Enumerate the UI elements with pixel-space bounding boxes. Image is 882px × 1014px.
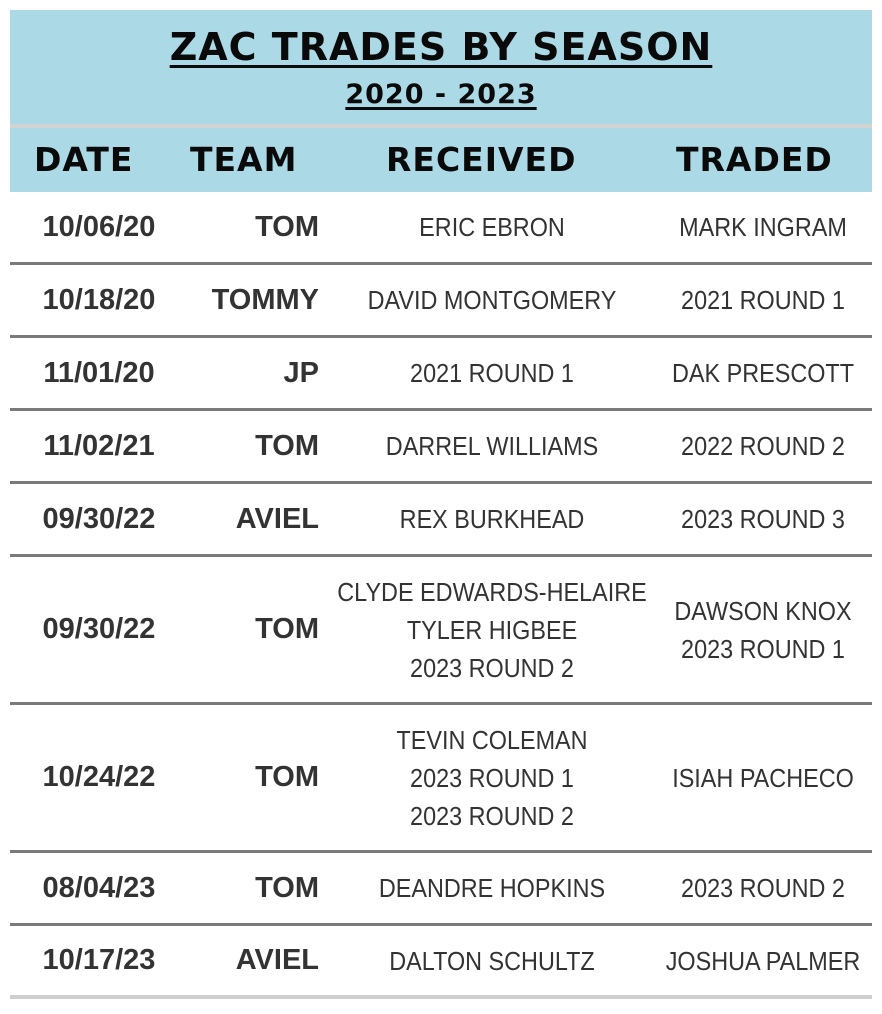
received-item: 2023 ROUND 2 (410, 800, 574, 831)
table-row: 08/04/23 TOM DEANDRE HOPKINS 2023 ROUND 2 (10, 853, 872, 926)
traded-cell: 2021 ROUND 1 (665, 265, 861, 335)
table-row: 10/17/23 AVIEL DALTON SCHULTZ JOSHUA PALMER (10, 926, 872, 999)
table-row: 10/06/20 TOM ERIC EBRON MARK INGRAM (10, 192, 872, 265)
trade-date: 09/30/22 (42, 613, 156, 645)
traded-cell: ISIAH PACHECO (665, 705, 861, 850)
received-cell: DALTON SCHULTZ (346, 926, 638, 995)
table-row: 10/18/20 TOMMY DAVID MONTGOMERY 2021 ROUND … (10, 265, 872, 338)
traded-item: 2023 ROUND 1 (681, 633, 845, 664)
column-header-traded: TRADED (676, 140, 833, 179)
traded-item: DAWSON KNOX (674, 595, 852, 626)
traded-item: 2023 ROUND 2 (681, 873, 845, 903)
traded-cell: 2023 ROUND 3 (665, 484, 861, 554)
trade-team: AVIEL (235, 502, 319, 535)
table-body: 10/06/20 TOM ERIC EBRON MARK INGRAM 10/18/20… (10, 192, 872, 999)
received-cell: DAVID MONTGOMERY (346, 265, 638, 335)
traded-cell: MARK INGRAM (665, 192, 861, 262)
table-row: 11/02/21 TOM DARREL WILLIAMS 2022 ROUND 2 (10, 411, 872, 484)
received-cell: ERIC EBRON (346, 192, 638, 262)
trade-date: 10/24/22 (42, 761, 156, 793)
trade-date: 11/01/20 (43, 356, 155, 389)
table-row: 09/30/22 TOM CLYDE EDWARDS-HELAIRE TYLER HI… (10, 557, 872, 705)
received-item: REX BURKHEAD (399, 504, 585, 534)
received-item: TYLER HIGBEE (406, 614, 578, 645)
trade-date: 08/04/23 (42, 871, 156, 904)
trade-team: TOM (255, 871, 319, 904)
received-item: DARREL WILLIAMS (385, 431, 599, 461)
trade-date: 11/02/21 (43, 429, 155, 462)
trade-team: TOM (255, 429, 319, 462)
table-row: 10/24/22 TOM TEVIN COLEMAN 2023 ROUND 1 2023… (10, 705, 872, 853)
trade-team: TOM (255, 613, 319, 645)
trade-team: AVIEL (235, 944, 319, 976)
received-cell: CLYDE EDWARDS-HELAIRE TYLER HIGBEE 2023 RO… (337, 557, 646, 702)
column-header-date: DATE (34, 140, 134, 179)
trade-date: 10/06/20 (42, 210, 156, 243)
trades-table: ZAC TRADES BY SEASON 2020 - 2023 DATE TE… (10, 10, 872, 999)
received-cell: TEVIN COLEMAN 2023 ROUND 1 2023 ROUND 2 (346, 705, 638, 850)
received-item: TEVIN COLEMAN (396, 724, 588, 755)
column-header-received: RECEIVED (386, 140, 577, 179)
trade-date: 10/17/23 (42, 944, 156, 976)
table-row: 11/01/20 JP 2021 ROUND 1 DAK PRESCOTT (10, 338, 872, 411)
traded-item: 2023 ROUND 3 (681, 504, 845, 534)
received-cell: DARREL WILLIAMS (346, 411, 638, 481)
received-cell: 2021 ROUND 1 (346, 338, 638, 408)
traded-item: JOSHUA PALMER (665, 945, 861, 976)
trade-date: 09/30/22 (42, 502, 156, 535)
traded-cell: 2023 ROUND 2 (665, 853, 861, 923)
traded-cell: 2022 ROUND 2 (665, 411, 861, 481)
received-item: DEANDRE HOPKINS (378, 873, 606, 903)
received-cell: DEANDRE HOPKINS (346, 853, 638, 923)
page-title: ZAC TRADES BY SEASON (169, 25, 713, 69)
traded-item: ISIAH PACHECO (672, 762, 854, 793)
table-header: ZAC TRADES BY SEASON 2020 - 2023 (10, 10, 872, 124)
traded-item: MARK INGRAM (679, 212, 847, 242)
received-item: 2023 ROUND 1 (410, 762, 574, 793)
header-divider (10, 124, 872, 128)
received-item: DAVID MONTGOMERY (367, 285, 617, 315)
trade-team: TOM (255, 761, 319, 793)
traded-cell: DAK PRESCOTT (665, 338, 861, 408)
traded-item: 2022 ROUND 2 (681, 431, 845, 461)
trade-team: JP (283, 356, 319, 389)
column-headers: DATE TEAM RECEIVED TRADED (10, 128, 872, 192)
trade-date: 10/18/20 (42, 283, 156, 316)
traded-cell: JOSHUA PALMER (665, 926, 861, 995)
column-header-team: TEAM (190, 140, 298, 179)
trade-team: TOMMY (211, 283, 319, 316)
received-item: 2021 ROUND 1 (410, 358, 574, 388)
page-subtitle: 2020 - 2023 (345, 79, 537, 110)
received-item: ERIC EBRON (419, 212, 565, 242)
traded-cell: DAWSON KNOX 2023 ROUND 1 (665, 557, 861, 702)
received-item: DALTON SCHULTZ (389, 945, 595, 976)
table-row: 09/30/22 AVIEL REX BURKHEAD 2023 ROUND 3 (10, 484, 872, 557)
trade-team: TOM (255, 210, 319, 243)
received-item: 2023 ROUND 2 (410, 652, 574, 683)
traded-item: DAK PRESCOTT (671, 358, 855, 388)
traded-item: 2021 ROUND 1 (681, 285, 845, 315)
received-item: CLYDE EDWARDS-HELAIRE (337, 576, 647, 607)
received-cell: REX BURKHEAD (346, 484, 638, 554)
